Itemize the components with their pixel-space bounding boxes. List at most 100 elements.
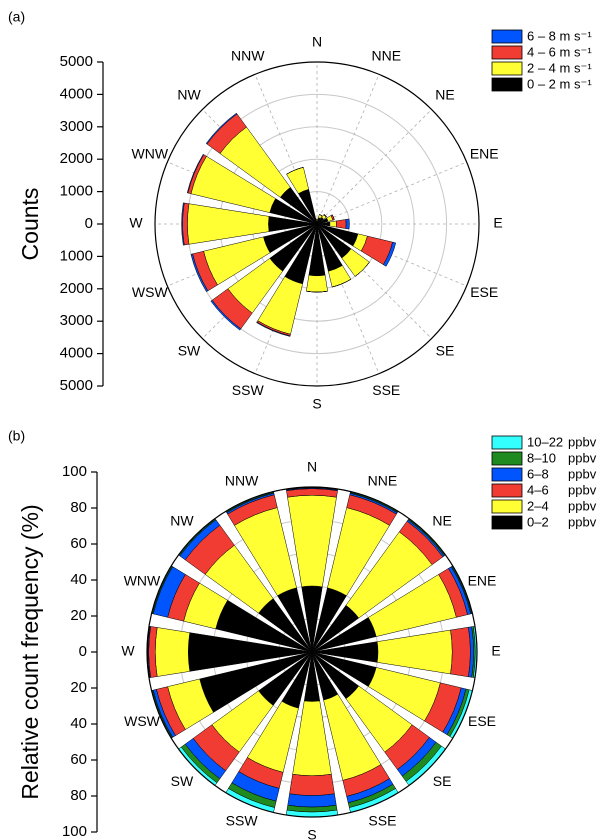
legend-label: 0 – 2 m s⁻¹ [527, 76, 592, 91]
wedge-segment [335, 219, 347, 229]
legend-swatch [491, 515, 523, 530]
legend-swatch [491, 77, 523, 92]
legend-swatch [491, 467, 523, 482]
axis-tick-label: 0 [79, 643, 87, 660]
axis-tick-label: 1000 [60, 183, 93, 200]
legend-unit: ppbv [568, 482, 597, 497]
legend-unit: ppbv [568, 514, 597, 529]
legend: 10–22 ppbv 8–10 ppbv 6–8 ppbv 4–6 ppbv 2–4 ppbv 0–… [491, 434, 597, 530]
direction-label: NE [435, 87, 454, 103]
wedge-segment [286, 167, 304, 175]
direction-label: S [312, 396, 321, 412]
wedge-segment [256, 321, 291, 337]
direction-label: NNW [225, 473, 259, 489]
wedge-segment [345, 218, 350, 230]
direction-label: N [312, 34, 322, 50]
legend-label: 0–2 [527, 514, 549, 529]
direction-label: E [491, 643, 500, 659]
wedge-segment [187, 203, 270, 245]
legend-label: 8–10 [527, 450, 556, 465]
axis-tick-label: 0 [85, 215, 93, 232]
legend-label: 4 – 6 m s⁻¹ [527, 44, 592, 59]
wedge-segment [190, 253, 209, 293]
y-axis-title: Counts [17, 188, 43, 261]
wedge-segment [306, 274, 328, 293]
spoke [316, 74, 380, 225]
wedge-segment [329, 220, 337, 228]
wedge-segment [205, 112, 238, 145]
direction-label: S [307, 827, 316, 840]
outer-circle [154, 61, 480, 387]
direction-label: NNW [231, 47, 265, 63]
direction-label: SW [171, 773, 194, 789]
direction-label: NE [432, 513, 451, 529]
axis-tick-label: 4000 [60, 345, 93, 362]
legend-unit: ppbv [568, 450, 597, 465]
direction-label: W [121, 643, 135, 659]
legend-swatch [491, 499, 523, 514]
direction-label: SE [436, 343, 455, 359]
direction-label: ENE [470, 145, 499, 161]
axis-tick-label: 80 [70, 787, 87, 804]
legend-label: 10–22 [527, 434, 563, 449]
panel-label: (a) [8, 9, 25, 25]
wedge-segment [292, 700, 332, 776]
legend-swatch [491, 45, 523, 60]
direction-label: SSE [372, 382, 400, 398]
axis-tick-label: 5000 [60, 53, 93, 70]
legend-swatch [491, 61, 523, 76]
legend-swatch [491, 451, 523, 466]
legend-swatch [491, 435, 523, 450]
direction-label: SSW [226, 813, 259, 829]
wedge-segment [186, 153, 205, 194]
axis-tick-label: 5000 [60, 377, 93, 394]
axis-tick-label: 2000 [60, 280, 93, 297]
panel-label: (b) [8, 428, 25, 444]
wedge-segment [450, 626, 471, 678]
direction-label: NW [177, 87, 201, 103]
direction-label: WSW [124, 713, 161, 729]
legend-unit: ppbv [568, 498, 597, 513]
direction-label: SW [178, 343, 201, 359]
direction-label: ESE [470, 284, 498, 300]
axis-tick-label: 4000 [60, 85, 93, 102]
direction-label: ESE [468, 713, 496, 729]
spoke [316, 109, 432, 225]
wedge-segment [155, 627, 191, 677]
direction-label: N [307, 459, 317, 475]
legend-label: 6–8 [527, 466, 549, 481]
axis-tick-label: 40 [70, 571, 87, 588]
y-axis-title: Relative count frequency (%) [17, 504, 43, 799]
direction-label: WNW [132, 145, 169, 161]
axis-tick-label: 20 [70, 679, 87, 696]
direction-label: W [129, 215, 143, 231]
legend-label: 6 – 8 m s⁻¹ [527, 28, 592, 43]
direction-label: WNW [124, 572, 161, 588]
axis-tick-label: 2000 [60, 150, 93, 167]
direction-label: SSE [368, 813, 396, 829]
outer-circle [146, 486, 478, 818]
spoke [316, 161, 467, 225]
wedge-segment [376, 629, 453, 675]
axis-tick-label: 100 [62, 823, 87, 840]
wedge-segment [287, 495, 337, 588]
wedge-segment [210, 299, 242, 331]
direction-label: WSW [132, 284, 169, 300]
windrose-plot: N NNE NE ENE E ESE SE SSE S SSW SW WSW W WNW NW NNW 0 20 2… [8, 428, 597, 840]
wedge-segment [382, 241, 397, 267]
direction-label: SE [433, 773, 452, 789]
legend: 6 – 8 m s⁻¹4 – 6 m s⁻¹2 – 4 m s⁻¹0 – 2 m… [491, 28, 592, 92]
direction-label: NW [170, 513, 194, 529]
legend-label: 4–6 [527, 482, 549, 497]
axis-tick-label: 1000 [60, 247, 93, 264]
axis-tick-label: 40 [70, 715, 87, 732]
wedge-segment [287, 793, 337, 808]
axis-tick-label: 80 [70, 499, 87, 516]
legend-swatch [491, 29, 523, 44]
legend-label: 2–4 [527, 498, 549, 513]
axis-tick-label: 60 [70, 751, 87, 768]
axis-tick-label: 100 [62, 463, 87, 480]
direction-label: E [493, 215, 502, 231]
direction-label: ENE [468, 572, 497, 588]
